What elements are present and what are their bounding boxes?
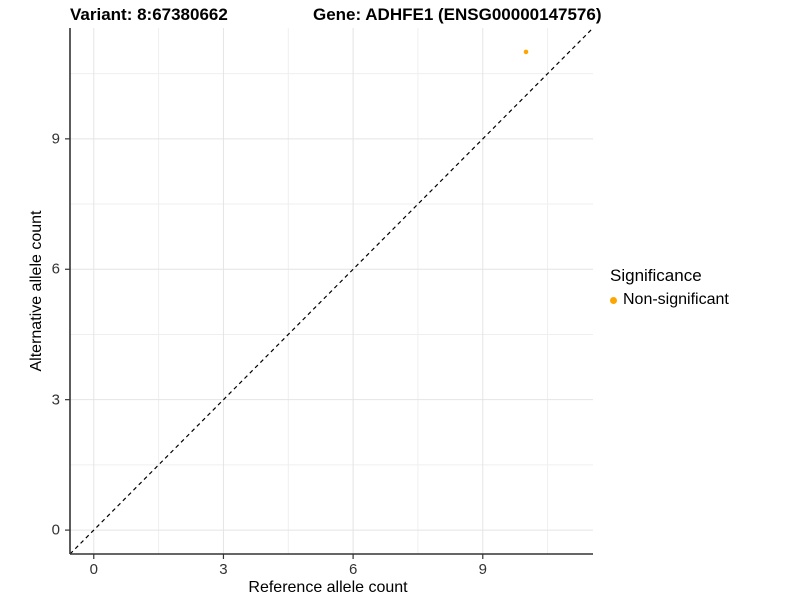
legend-entry-label: Non-significant (623, 291, 729, 308)
y-tick-label: 6 (51, 260, 60, 278)
identity-line (69, 27, 594, 555)
x-tick-label: 3 (219, 561, 228, 578)
data-point (523, 49, 529, 55)
legend-point-icon (610, 296, 617, 304)
x-axis-title: Reference allele count (248, 579, 408, 596)
legend-entry: Non-significant (610, 291, 729, 309)
variant-title: Variant: 8:67380662 (70, 5, 228, 24)
x-tick-label: 6 (348, 561, 358, 578)
x-tick-label: 0 (89, 561, 98, 578)
y-axis-title: Alternative allele count (28, 210, 45, 372)
legend: Significance Non-significant (610, 266, 729, 309)
y-tick-label: 3 (51, 391, 60, 409)
y-tick-label: 9 (51, 130, 60, 148)
y-tick-label: 0 (51, 521, 60, 539)
x-tick-label: 9 (478, 561, 487, 578)
gene-title: Gene: ADHFE1 (ENSG00000147576) (313, 5, 602, 24)
legend-title: Significance (610, 266, 702, 285)
